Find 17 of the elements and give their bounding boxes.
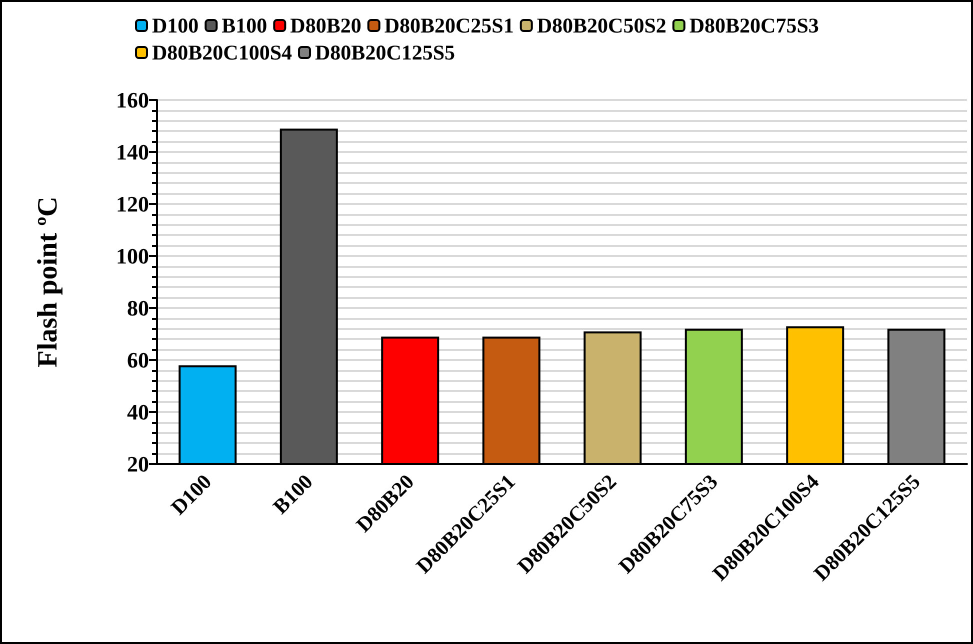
y-tick-label: 80 [127,296,149,320]
legend-label: D100 [152,14,199,38]
legend-label: D80B20 [290,14,362,38]
legend-label: B100 [222,14,268,38]
y-tick-label: 20 [127,452,149,476]
y-tick-label: 100 [116,244,149,268]
y-tick-label: 40 [127,400,149,424]
legend-label: D80B20C25S1 [384,14,514,38]
y-tick-label: 140 [116,140,149,164]
y-axis-title: Flash point ºC [32,196,64,368]
y-tick-label: 60 [127,348,149,372]
legend-label: D80B20C125S5 [315,40,456,64]
legend-label: D80B20C75S3 [689,14,819,38]
legend-label: D80B20C50S2 [536,14,666,38]
y-tick-label: 160 [116,88,149,112]
y-tick-label: 120 [116,192,149,216]
legend-label: D80B20C100S4 [152,40,293,64]
